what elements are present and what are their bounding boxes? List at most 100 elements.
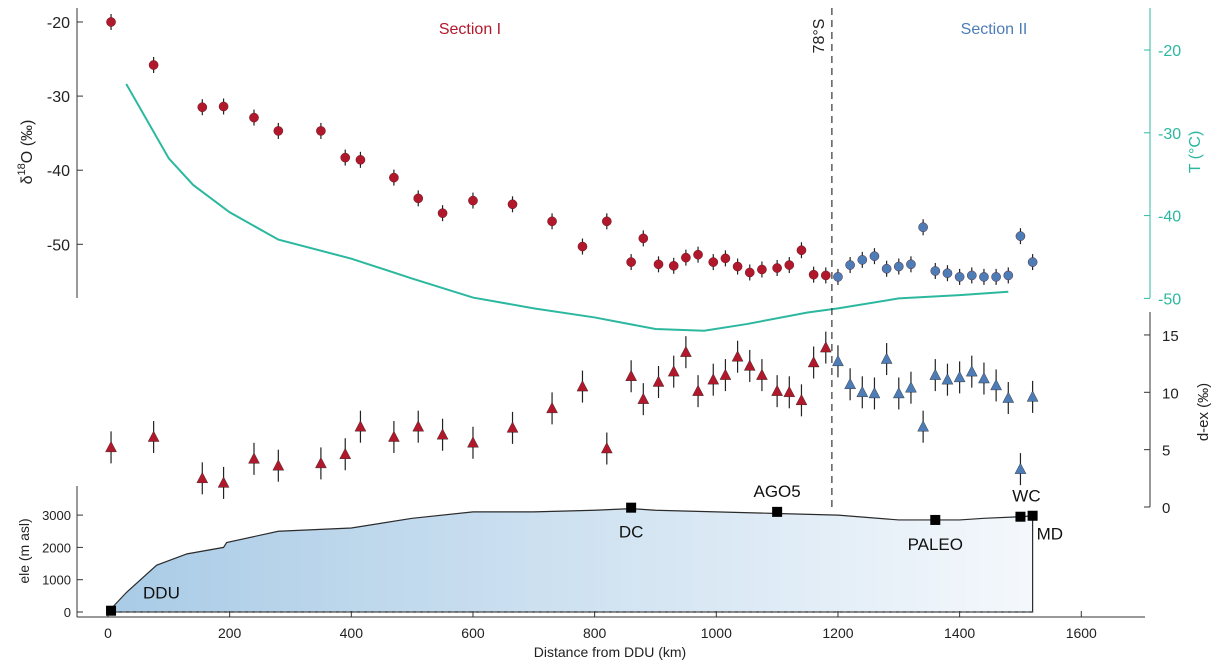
station-ago5-label: AGO5: [754, 482, 801, 501]
latitude-78s-label: 78°S: [811, 19, 828, 54]
section-ii-isotope-point: [869, 251, 880, 261]
temperature-line: [125, 83, 1009, 332]
section-ii-dex-point: [1026, 390, 1039, 402]
section-i-dex-point: [147, 430, 160, 442]
section-i-isotope-point: [653, 259, 664, 270]
section-ii-isotope-point: [954, 272, 965, 282]
section-ii-dex-point: [856, 385, 869, 397]
section-i-isotope-point: [197, 102, 208, 113]
section-ii-isotope-point: [979, 272, 989, 282]
section-i-dex-point: [667, 365, 680, 377]
section-i-dex-point: [637, 392, 650, 404]
section-i-dex-point: [467, 436, 479, 448]
section-i-isotope-point: [218, 101, 229, 112]
dex-tick-label: 10: [1162, 385, 1179, 402]
dex-panel: 0 5 10 15 d-ex (‰): [105, 312, 1212, 517]
distance-tick-label: 0: [104, 625, 112, 641]
section-i-isotope-point: [693, 249, 703, 260]
section-i-dex-point: [339, 447, 352, 459]
section-ii-dex-point: [1014, 462, 1027, 474]
distance-tick-label: 1600: [1066, 625, 1097, 641]
section-i-isotope-point: [638, 233, 649, 244]
section-i-dex-point: [652, 375, 665, 387]
temperature-tick-label: -30: [1158, 126, 1181, 143]
station-dc-label: DC: [619, 523, 644, 542]
station-ddu-marker: [106, 605, 117, 616]
section-i-dex-point: [506, 421, 519, 433]
station-markers: DDU DC AGO5 PALEO WC MD: [106, 482, 1063, 616]
isotope-tick-label: -40: [47, 163, 70, 180]
section-ii-isotope-points: [833, 219, 1038, 285]
section-ii-isotope-point: [1027, 257, 1038, 267]
elevation-profile-area: [106, 508, 1034, 613]
section-ii-dex-point: [917, 420, 929, 432]
section-ii-isotope-point: [991, 272, 1001, 282]
temperature-tick-label: -40: [1158, 209, 1181, 226]
delta-symbol: δ: [19, 175, 36, 184]
elevation-panel: 0 1000 2000 3000 0 200 400 600 800 1000 1200 1400 1…: [16, 482, 1145, 660]
dex-y-ticks: 0 5 10 15: [1144, 328, 1179, 517]
section-i-dex-point: [680, 345, 692, 357]
isotope-y-ticks: -50 -40 -30 -20: [47, 15, 83, 254]
section-i-isotope-points: [106, 14, 831, 284]
dex-y-axis-label: d-ex (‰): [1195, 383, 1212, 441]
section-i-dex-point: [272, 459, 285, 471]
section-i-label: Section I: [439, 21, 501, 38]
section-i-isotope-point: [148, 60, 159, 70]
elevation-tick-label: 0: [64, 605, 71, 620]
distance-x-ticks: 0 200 400 600 800 1000 1200 1400 1600: [104, 611, 1097, 641]
section-ii-dex-point: [978, 372, 990, 384]
distance-tick-label: 1000: [701, 625, 732, 641]
elevation-tick-label: 1000: [42, 573, 71, 588]
section-i-isotope-point: [668, 260, 679, 271]
section-ii-dex-point: [929, 368, 942, 380]
station-md-marker: [1027, 510, 1038, 521]
section-i-isotope-point: [468, 195, 478, 206]
section-ii-dex-points: [832, 343, 1039, 486]
section-ii-dex-point: [905, 381, 917, 393]
station-wc-label: WC: [1012, 487, 1040, 506]
elevation-y-ticks: 0 1000 2000 3000: [42, 508, 83, 620]
section-i-dex-point: [576, 380, 589, 392]
section-ii-isotope-point: [966, 270, 977, 281]
dex-tick-label: 15: [1162, 328, 1179, 345]
section-i-dex-point: [771, 384, 783, 396]
section-i-dex-point: [795, 393, 808, 406]
station-paleo-label: PALEO: [908, 535, 963, 554]
temperature-y-ticks: -50 -40 -30 -20: [1144, 43, 1181, 308]
section-i-dex-point: [412, 420, 425, 432]
section-i-isotope-point: [316, 126, 326, 136]
section-i-isotope-point: [757, 264, 767, 275]
section-i-isotope-point: [708, 257, 719, 267]
section-i-dex-point: [196, 471, 209, 484]
section-ii-isotope-point: [845, 260, 855, 270]
section-ii-isotope-point: [833, 272, 843, 282]
section-ii-dex-point: [941, 373, 954, 385]
section-i-isotope-point: [340, 152, 351, 163]
section-i-isotope-point: [355, 155, 366, 165]
section-ii-isotope-point: [1003, 270, 1014, 281]
section-i-isotope-point: [744, 267, 755, 278]
section-i-dex-point: [354, 420, 367, 432]
isotope-y-axis-label: δ18O (‰): [16, 120, 36, 185]
distance-tick-label: 1400: [944, 625, 975, 641]
section-i-isotope-point: [720, 253, 731, 264]
elevation-y-axis-label: ele (m asl): [16, 518, 32, 583]
section-i-dex-point: [600, 442, 613, 454]
section-i-dex-point: [105, 440, 117, 453]
isotope-label-rest: O (‰): [19, 120, 36, 164]
section-i-isotope-point: [808, 269, 819, 280]
station-paleo-marker: [930, 514, 941, 525]
section-i-dex-point: [436, 428, 449, 440]
section-i-dex-point: [743, 359, 756, 371]
section-i-isotope-point: [389, 172, 399, 183]
section-ii-label: Section II: [961, 21, 1028, 38]
section-ii-dex-point: [953, 370, 966, 383]
station-md-label: MD: [1037, 525, 1063, 544]
isotope-superscript: 18: [16, 163, 28, 175]
section-ii-dex-point: [880, 352, 893, 364]
distance-tick-label: 1200: [822, 625, 853, 641]
section-i-isotope-point: [796, 245, 807, 256]
temperature-tick-label: -20: [1158, 43, 1181, 60]
